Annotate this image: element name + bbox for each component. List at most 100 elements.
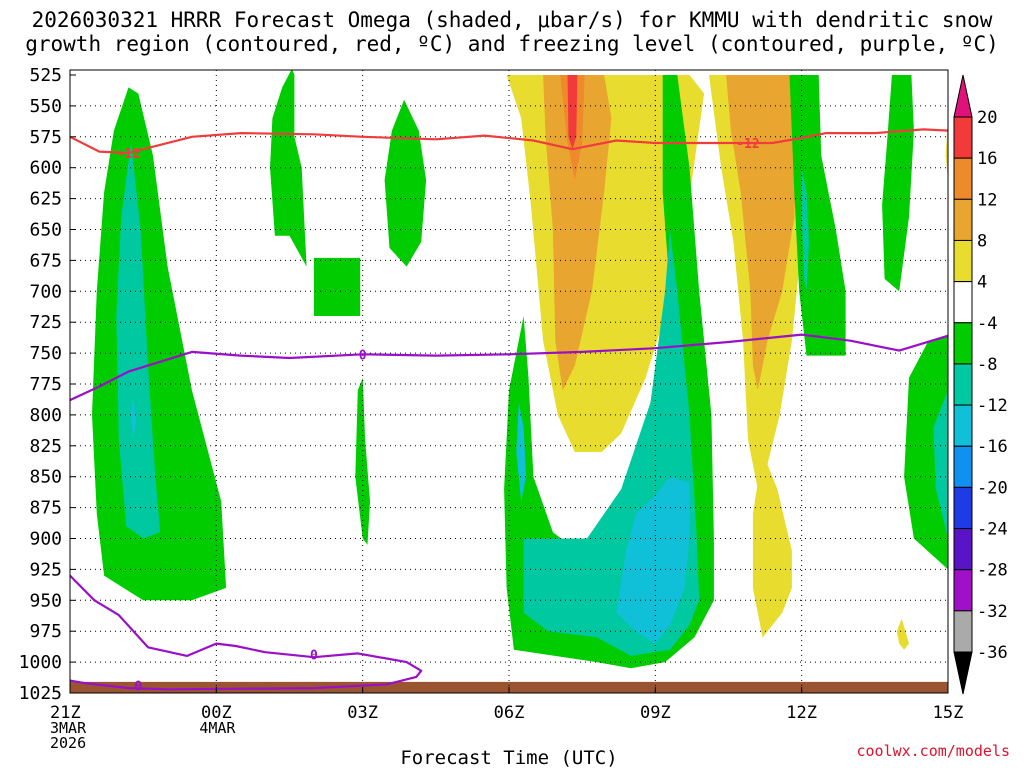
y-tick-label: 1025 <box>19 683 62 704</box>
y-tick-label: 825 <box>29 436 62 457</box>
y-tick-label: 750 <box>29 343 62 364</box>
omega-region-2 <box>131 396 136 440</box>
contour-0 <box>70 128 948 154</box>
y-tick-label: 1000 <box>19 652 62 673</box>
y-tick-label: 575 <box>29 127 62 148</box>
colorbar-bin-8 <box>953 445 973 488</box>
title-line-1: 2026030321 HRRR Forecast Omega (shaded, … <box>31 8 993 32</box>
colorbar-label: -16 <box>977 437 1008 457</box>
colorbar-bin-0 <box>953 116 973 159</box>
colorbar-bin-4 <box>953 281 973 324</box>
y-axis: 525 550 575 600 625 650 675 700 725 750 775 800 825 8… <box>19 65 76 704</box>
colorbar-label: -4 <box>977 314 997 334</box>
colorbar-bin-6 <box>953 363 973 406</box>
omega-region-19 <box>789 75 846 356</box>
contour-label-text: 0 <box>359 348 367 363</box>
y-tick-label: 875 <box>29 498 62 519</box>
x-tick-label: 4MAR <box>199 719 236 737</box>
colorbar-bottom-arrow <box>953 651 973 695</box>
x-tick-label: 03Z <box>347 703 378 723</box>
colorbar-label: 4 <box>977 273 987 293</box>
colorbar-label: -28 <box>977 561 1008 581</box>
y-tick-label: 925 <box>29 559 62 580</box>
omega-region-3 <box>270 70 307 267</box>
omega-region-17 <box>752 452 792 638</box>
x-tick-label: 09Z <box>640 703 671 723</box>
contour-label-1-0: 0 <box>359 348 367 363</box>
omega-region-4 <box>313 257 361 316</box>
contour-label-0-1: -12 <box>736 137 759 152</box>
contour-label-2-0: 0 <box>134 680 142 695</box>
contour-label-text: -12 <box>736 137 759 152</box>
y-tick-label: 550 <box>29 96 62 117</box>
colorbar-top-arrow <box>953 74 973 118</box>
y-tick-label: 950 <box>29 590 62 611</box>
contour-label-text: -12 <box>117 147 140 162</box>
colorbar-label: 12 <box>977 190 997 210</box>
omega-region-8 <box>543 75 612 391</box>
omega-shading <box>70 70 948 693</box>
omega-region-5 <box>384 99 427 267</box>
colorbar-bin-1 <box>953 157 973 200</box>
omega-region-1 <box>116 143 161 539</box>
omega-region-22 <box>904 334 948 570</box>
x-tick-label: 12Z <box>786 703 817 723</box>
contour-label-2-1: 0 <box>310 649 318 664</box>
chart-title: 2026030321 HRRR Forecast Omega (shaded, … <box>0 8 1024 56</box>
omega-region-14 <box>516 402 527 502</box>
omega-region-6 <box>355 377 370 545</box>
x-tick-label: 06Z <box>494 703 525 723</box>
omega-region-18 <box>896 618 909 650</box>
colorbar-label: -36 <box>977 643 1008 663</box>
x-tick-label: 21Z <box>50 703 81 723</box>
colorbar-label: 20 <box>977 108 997 128</box>
y-tick-label: 700 <box>29 281 62 302</box>
omega-region-24 <box>945 118 948 181</box>
colorbar-bin-9 <box>953 486 973 530</box>
contour-label-text: 0 <box>134 680 142 695</box>
contour-lines: -12 -12 0 0 0 <box>70 128 948 695</box>
x-tick-label: 2026 <box>50 734 86 752</box>
y-tick-label: 725 <box>29 312 62 333</box>
y-tick-label: 975 <box>29 621 62 642</box>
y-tick-label: 650 <box>29 220 62 241</box>
y-tick-label: 800 <box>29 405 62 426</box>
omega-region-16 <box>726 75 797 391</box>
colorbar-label: -20 <box>977 478 1008 498</box>
y-tick-label: 900 <box>29 529 62 550</box>
colorbar-bin-5 <box>953 322 973 365</box>
colorbar-bin-12 <box>953 610 973 653</box>
colorbar-bin-3 <box>953 239 973 283</box>
title-line-2: growth region (contoured, red, ºC) and f… <box>25 32 999 56</box>
colorbar-bin-10 <box>953 528 973 571</box>
contour-label-0-0: -12 <box>117 147 140 162</box>
credit-text: coolwx.com/models <box>856 742 1010 760</box>
omega-region-10 <box>567 75 578 150</box>
colorbar-label: 8 <box>977 231 987 251</box>
contour-label-text: 0 <box>310 649 318 664</box>
y-tick-label: 775 <box>29 374 62 395</box>
colorbar-label: 16 <box>977 149 997 169</box>
y-tick-label: 600 <box>29 158 62 179</box>
colorbar-bin-7 <box>953 404 973 447</box>
colorbar-bin-11 <box>953 569 973 612</box>
x-tick-label: 3MAR <box>50 719 87 737</box>
y-tick-label: 675 <box>29 250 62 271</box>
y-tick-label: 850 <box>29 467 62 488</box>
omega-region-21 <box>882 75 914 292</box>
omega-region-23 <box>933 390 948 539</box>
colorbar-label: -8 <box>977 355 997 375</box>
x-axis-label: Forecast Time (UTC) <box>400 747 617 768</box>
y-tick-label: 625 <box>29 189 62 210</box>
y-tick-label: 525 <box>29 65 62 86</box>
x-tick-label: 15Z <box>933 703 964 723</box>
colorbar-label: -12 <box>977 396 1008 416</box>
x-tick-label: 00Z <box>201 703 232 723</box>
colorbar-label: -24 <box>977 520 1008 540</box>
colorbar-bin-2 <box>953 198 973 241</box>
contour-2 <box>70 574 423 691</box>
contour-1 <box>70 333 948 402</box>
colorbar: 20 16 12 8 4 -4 -8 -12 -16 -20 -24 -28 -32 -36 <box>953 74 1008 695</box>
